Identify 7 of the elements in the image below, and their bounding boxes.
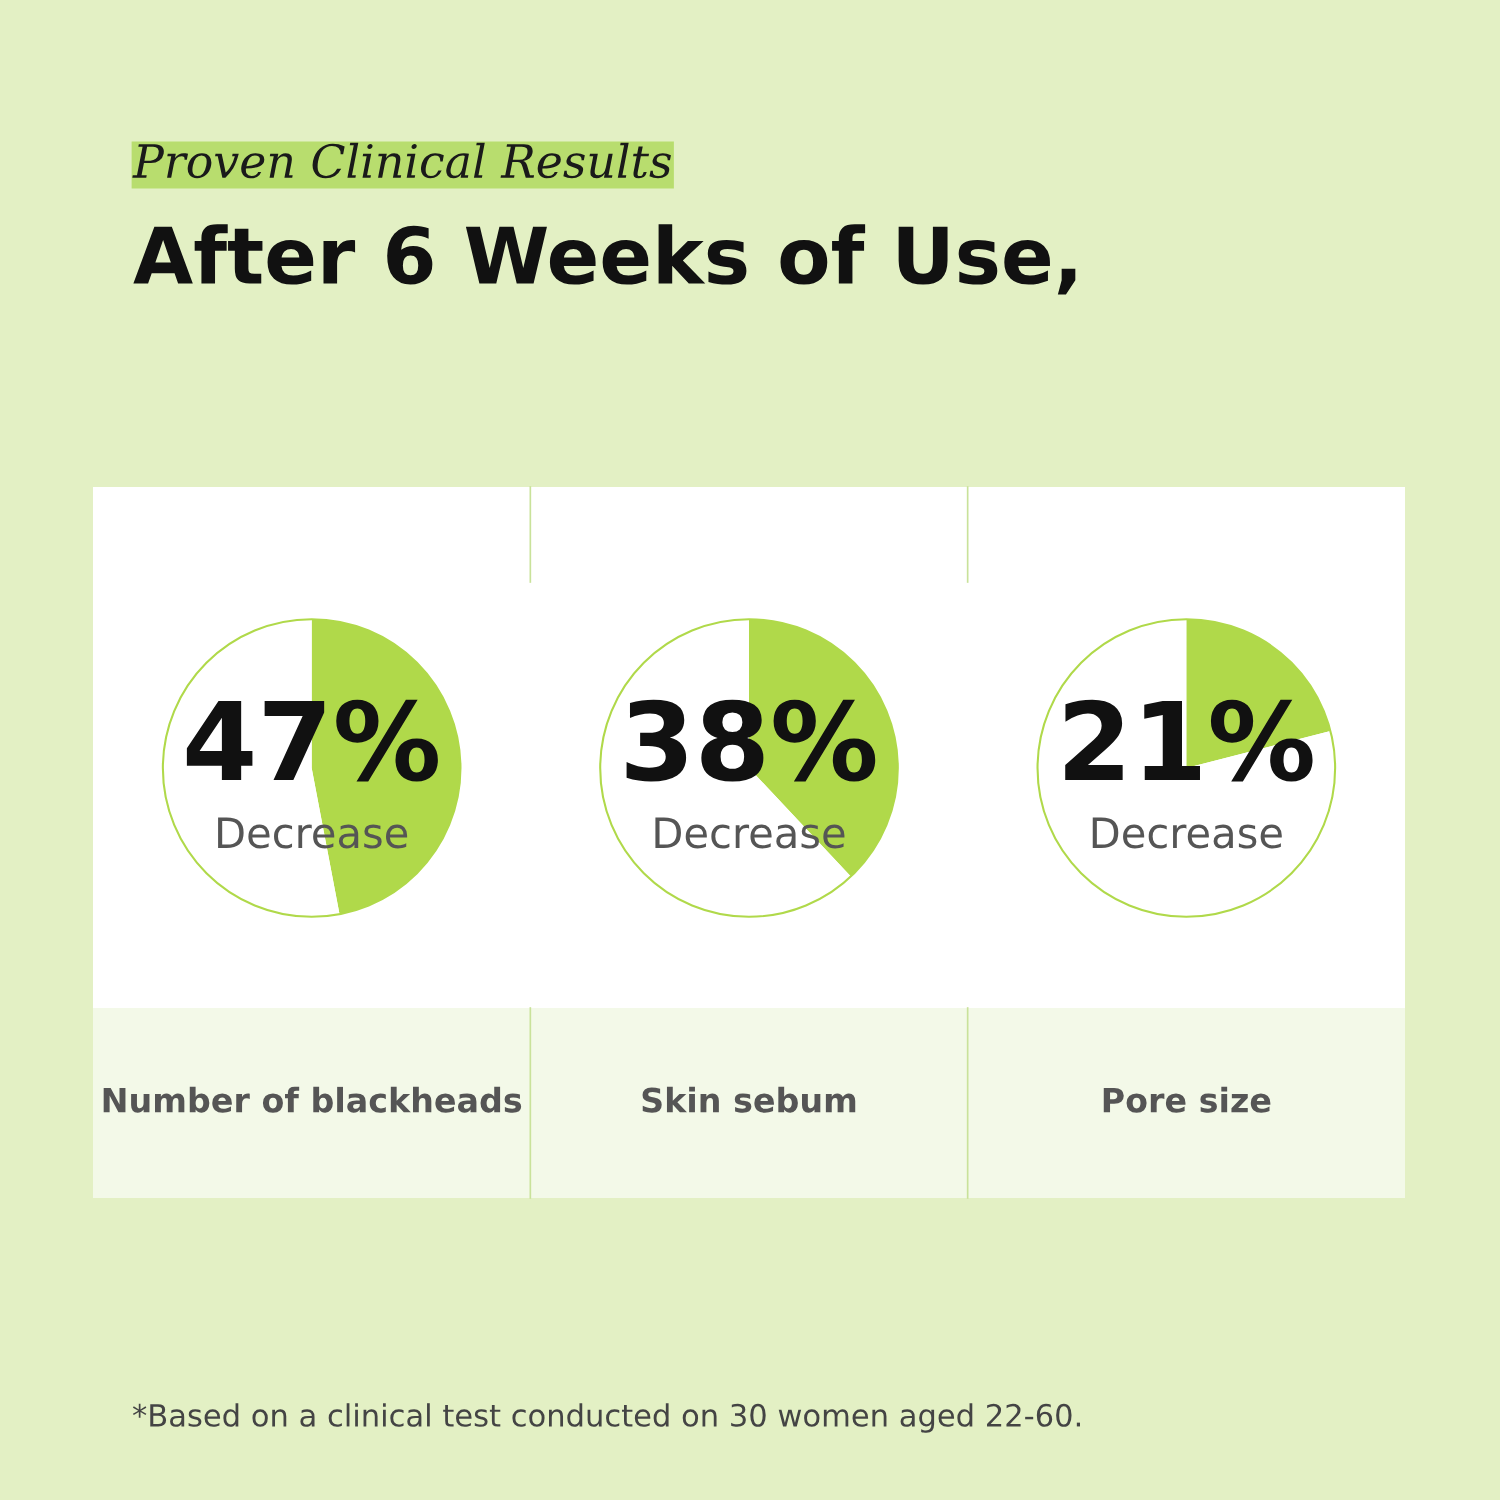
chart-subtitle: After 6 Weeks of Use, bbox=[133, 224, 1076, 295]
text: Number of blackheads bbox=[103, 1086, 522, 1113]
text: *Based on a clinical test conducted on 30 women aged 22-60. bbox=[132, 1403, 1080, 1433]
text: Skin sebum bbox=[642, 1086, 856, 1113]
text: Decrease bbox=[1092, 817, 1282, 849]
text: Pore size bbox=[1103, 1086, 1271, 1113]
chart-title: Proven Clinical Results bbox=[132, 142, 671, 179]
